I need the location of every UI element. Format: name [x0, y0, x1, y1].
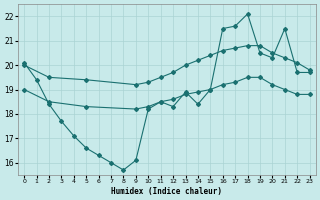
X-axis label: Humidex (Indice chaleur): Humidex (Indice chaleur) — [111, 187, 222, 196]
